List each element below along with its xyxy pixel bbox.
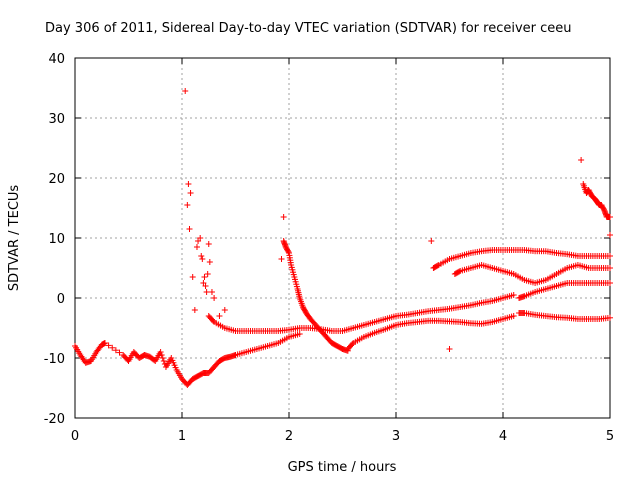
data-point [109, 344, 116, 351]
data-point [211, 295, 218, 301]
data-point [101, 340, 108, 346]
data-point [184, 202, 191, 208]
x-tick-label: 1 [178, 429, 186, 444]
data-point [205, 241, 212, 247]
data-point [296, 331, 303, 337]
data-point [510, 313, 517, 319]
data-point [210, 317, 217, 324]
data-point [160, 358, 167, 364]
x-tick-label: 3 [392, 429, 400, 444]
axis-tick-labels: 0 1 2 3 4 5 -20 -10 0 10 20 30 40 [44, 52, 614, 444]
data-point [349, 341, 356, 348]
data-point [202, 283, 209, 289]
x-axis-label: GPS time / hours [288, 460, 397, 475]
data-point [203, 289, 210, 295]
y-axis-label: SDTVAR / TECUs [7, 185, 22, 292]
data-point [607, 253, 613, 259]
data-point [201, 274, 208, 280]
data-point [158, 352, 165, 358]
data-point [105, 342, 112, 349]
y-tick-label: 20 [48, 172, 65, 187]
data-point [607, 314, 613, 321]
data-point [116, 349, 123, 356]
data-point [185, 181, 192, 187]
data-point [510, 292, 517, 298]
data-point [182, 88, 189, 94]
y-tick-label: 30 [48, 112, 65, 127]
data-point [607, 280, 613, 286]
x-tick-label: 5 [606, 429, 614, 444]
y-tick-label: 0 [57, 292, 65, 307]
data-point [607, 214, 613, 220]
data-point [191, 307, 198, 313]
data-point [112, 347, 119, 354]
y-tick-label: 40 [48, 52, 65, 67]
data-point [578, 157, 585, 163]
data-point [446, 346, 453, 352]
data-point [221, 307, 228, 313]
data-point [189, 274, 196, 280]
data-point [186, 226, 193, 232]
data-point [159, 355, 166, 361]
data-point [428, 238, 435, 244]
x-tick-label: 2 [285, 429, 293, 444]
data-point [607, 265, 613, 271]
data-point [208, 289, 215, 295]
data-point [456, 268, 463, 275]
x-tick-label: 4 [499, 429, 507, 444]
data-point [204, 271, 211, 277]
data-point [199, 256, 206, 262]
data-point [198, 253, 205, 259]
y-tick-label: 10 [48, 232, 65, 247]
data-point [434, 262, 441, 269]
data-point [285, 248, 292, 255]
data-point [607, 232, 613, 238]
chart-title: Day 306 of 2011, Sidereal Day-to-day VTE… [45, 21, 572, 36]
data-point [193, 244, 200, 250]
data-points [72, 88, 613, 388]
data-point [280, 214, 287, 220]
y-tick-label: -20 [44, 412, 65, 427]
data-point [206, 259, 213, 265]
data-point [157, 349, 164, 355]
data-point [197, 235, 204, 241]
data-point [216, 313, 223, 319]
x-tick-label: 0 [71, 429, 79, 444]
y-tick-label: -10 [44, 352, 65, 367]
data-point [187, 190, 194, 196]
data-point [278, 256, 285, 262]
